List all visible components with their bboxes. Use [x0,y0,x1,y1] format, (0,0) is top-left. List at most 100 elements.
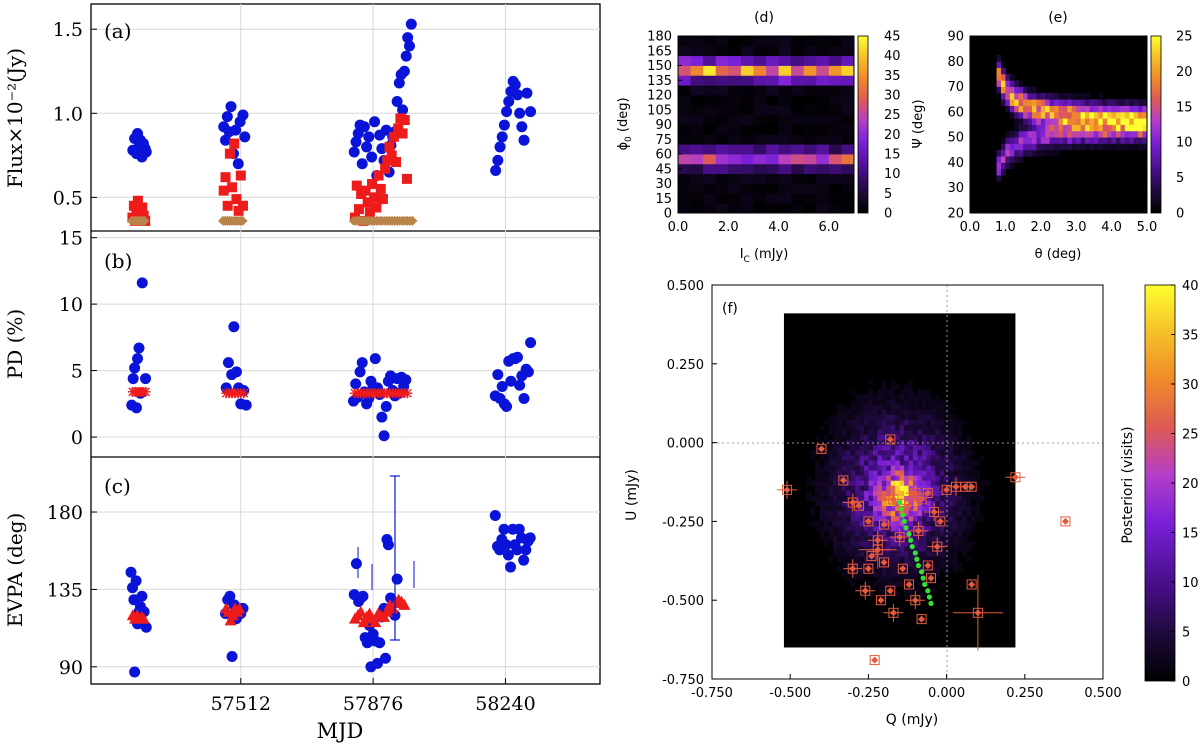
heatmap-cell [1071,111,1077,119]
posterior-cell [908,520,914,527]
posterior-cell [908,379,914,385]
posterior-cell [944,571,949,577]
heatmap-cell [791,124,805,135]
heatmap-cell [841,55,855,66]
heatmap-cell [753,203,767,214]
posterior-cell [904,409,909,415]
posterior-cell [890,424,896,431]
heatmap-cell [841,193,855,204]
posterior-cell [966,480,972,486]
posterior-cell [824,500,829,507]
colorbar-tick-label: 0 [1182,675,1190,690]
posterior-cell [872,399,878,405]
heatmap-cell [1031,111,1037,119]
posterior-cell [899,536,905,542]
posterior-cell [899,495,905,501]
posterior-cell [944,450,949,456]
x-tick-label: -0.500 [769,686,811,701]
posterior-cell [846,525,852,532]
posterior-cell [859,485,865,491]
posterior-cell [872,419,878,426]
heatmap-cell [753,65,767,76]
posterior-cell [832,520,838,527]
heatmap-cell [1045,105,1051,113]
posterior-cell [957,475,963,481]
posterior-cell [846,551,852,557]
panel-a-gridlines [91,4,600,231]
posterior-cell [899,444,905,451]
posterior-cell [921,434,927,441]
colorbar-tick-label: 15 [1182,527,1199,542]
a-data-point [128,200,139,211]
posterior-cell [939,510,945,517]
posterior-cell [828,485,834,491]
y-tick-label: 105 [647,103,672,118]
posterior-cell [917,465,923,471]
a-data-point [509,79,521,91]
left-x-label: MJD [317,719,364,743]
heatmap-cell [1036,118,1042,125]
data-point [914,527,922,535]
posterior-cell [935,556,941,562]
posterior-cell [890,520,896,527]
posterior-cell [904,389,909,395]
posterior-cell [828,490,834,496]
posterior-cell [859,480,865,486]
y-tick-label: 70 [947,80,964,95]
heatmap-cell [1098,111,1104,119]
panel-a-marks [126,18,537,226]
posterior-cell [855,414,860,420]
posterior-cell [828,414,834,420]
heatmap-cell [753,173,767,184]
heatmap-cell [728,65,742,76]
posterior-cell [855,424,860,431]
heatmap-cell [778,193,792,204]
posterior-cell [939,450,945,456]
heatmap-cell [728,193,742,204]
posterior-cell [850,429,856,436]
heatmap-cell [778,75,792,86]
a-data-point [353,204,364,215]
posterior-cell [855,444,860,451]
posterior-cell [868,591,874,598]
heatmap-cell [753,36,767,47]
posterior-cell [868,475,874,481]
posterior-cell [881,546,887,552]
posterior-cell [904,444,909,451]
posterior-cell [926,571,932,577]
posterior-cell [837,450,843,456]
heatmap-cell [1076,137,1082,144]
posterior-cell [939,399,945,405]
posterior-cell [904,515,909,522]
posterior-cell [930,455,936,461]
a-data-point [371,202,382,213]
colorbar-tick-label: 40 [1182,279,1199,294]
posterior-cell [975,490,981,496]
panel-f-ticks: -0.750 -0.500 -0.250 0.000 0.250 0.5000.5000.… [662,279,1122,701]
posterior-cell [890,399,896,405]
posterior-cell [930,399,936,405]
colorbar-gradient [1144,284,1176,682]
posterior-cell [908,414,914,420]
posterior-cell [917,429,923,436]
posterior-cell [881,465,887,471]
heatmap-cell [753,75,767,86]
posterior-cell [881,384,887,390]
posterior-cell [895,414,900,420]
heatmap-cell [703,193,717,204]
posterior-cell [961,465,967,471]
posterior-cell [828,536,834,542]
heatmap-cell [1054,105,1059,113]
posterior-cell [939,414,945,420]
data-point [968,580,976,588]
posterior-cell [864,505,869,512]
heatmap-cell [1138,99,1143,106]
posterior-cell [819,525,825,532]
posterior-cell [908,515,914,522]
heatmap-cell [1058,99,1064,106]
heatmap-cell [1116,130,1121,138]
posterior-cell [815,485,820,491]
a-data-point [227,182,238,193]
heatmap-cell [1009,99,1015,106]
heatmap-cell [1031,137,1037,144]
